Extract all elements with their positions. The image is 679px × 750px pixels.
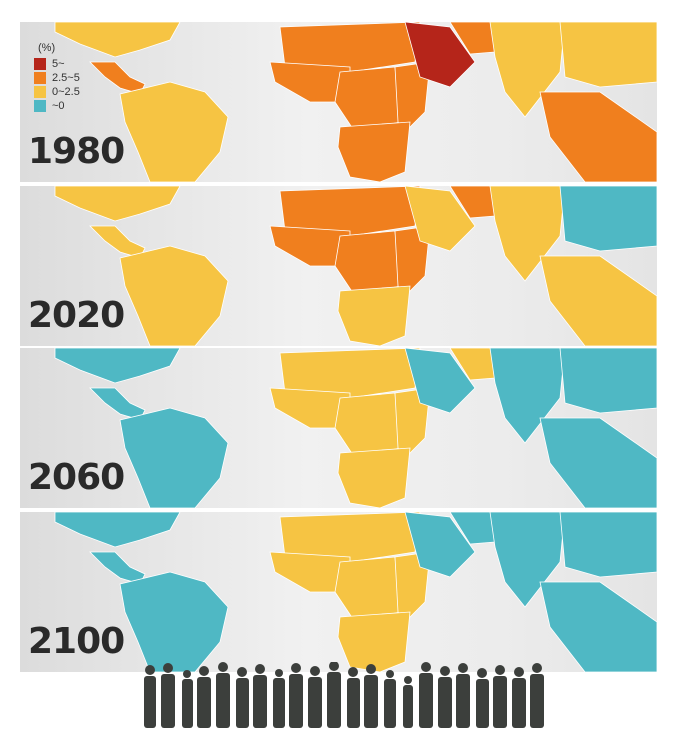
region-central-africa	[334, 66, 401, 133]
region-east-asia	[559, 186, 657, 252]
legend-unit: (%)	[38, 42, 56, 54]
region-east-asia	[559, 22, 657, 88]
region-central-america	[89, 551, 146, 585]
region-southern-africa	[337, 611, 411, 672]
region-arabia	[404, 348, 476, 414]
crowd-figures	[144, 662, 544, 728]
region-south-asia	[489, 512, 566, 608]
region-north-africa	[279, 22, 421, 73]
map-panel-2060: 2060	[20, 348, 657, 508]
world-map	[54, 22, 657, 182]
region-west-africa	[269, 61, 351, 103]
region-arabia	[404, 186, 476, 252]
region-west-africa	[269, 551, 351, 593]
region-southeast-asia	[539, 91, 657, 182]
legend: (%) 5~ 2.5~5 0~2.5 ~0	[34, 42, 80, 113]
year-label: 1980	[28, 131, 125, 172]
region-southeast-asia	[539, 417, 657, 508]
region-south-asia	[489, 348, 566, 444]
region-west-africa	[269, 225, 351, 267]
region-north-america	[54, 512, 181, 548]
world-map	[54, 186, 657, 346]
region-south-asia	[489, 186, 566, 282]
legend-item: 0~2.5	[34, 85, 80, 99]
world-map	[54, 512, 657, 672]
region-southern-africa	[337, 121, 411, 182]
legend-label: 5~	[52, 58, 65, 70]
region-north-africa	[279, 186, 421, 237]
region-central-africa	[334, 392, 401, 459]
region-north-america	[54, 22, 181, 58]
legend-item: 5~	[34, 57, 80, 71]
region-central-america	[89, 225, 146, 259]
legend-label: 0~2.5	[52, 86, 80, 98]
region-central-africa	[334, 230, 401, 297]
map-panel-2020: 2020	[20, 186, 657, 346]
legend-label: 2.5~5	[52, 72, 80, 84]
legend-label: ~0	[52, 100, 65, 112]
crowd-silhouette	[144, 662, 544, 728]
region-south-america	[119, 407, 229, 508]
region-arabia	[404, 22, 476, 88]
legend-swatch	[34, 86, 46, 98]
region-north-america	[54, 186, 181, 222]
year-label: 2020	[28, 295, 125, 336]
region-arabia	[404, 512, 476, 578]
legend-swatch	[34, 72, 46, 84]
region-north-africa	[279, 512, 421, 563]
region-central-america	[89, 61, 146, 95]
world-map	[54, 348, 657, 508]
region-east-asia	[559, 348, 657, 414]
map-panel-2100: 2100	[20, 512, 657, 672]
legend-item: ~0	[34, 99, 80, 113]
region-southeast-asia	[539, 255, 657, 346]
region-east-asia	[559, 512, 657, 578]
legend-item: 2.5~5	[34, 71, 80, 85]
year-label: 2100	[28, 621, 125, 662]
legend-swatch	[34, 100, 46, 112]
region-south-america	[119, 245, 229, 346]
region-south-america	[119, 81, 229, 182]
region-central-america	[89, 387, 146, 421]
region-west-africa	[269, 387, 351, 429]
region-south-asia	[489, 22, 566, 118]
legend-swatch	[34, 58, 46, 70]
region-south-america	[119, 571, 229, 672]
region-southern-africa	[337, 447, 411, 508]
year-label: 2060	[28, 457, 125, 498]
region-central-africa	[334, 556, 401, 623]
region-north-america	[54, 348, 181, 384]
region-southeast-asia	[539, 581, 657, 672]
region-southern-africa	[337, 285, 411, 346]
region-north-africa	[279, 348, 421, 399]
map-panel-1980: (%) 5~ 2.5~5 0~2.5 ~0 1980	[20, 22, 657, 182]
